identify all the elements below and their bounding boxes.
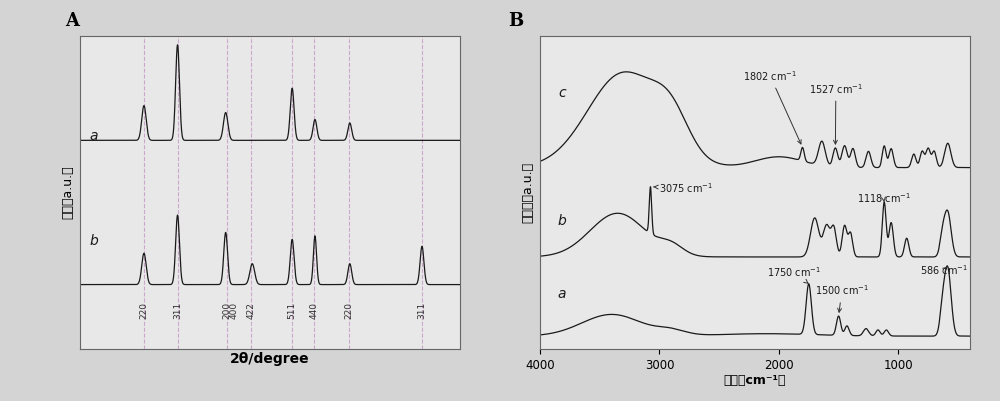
Text: 400: 400 [230,302,239,319]
Text: 511: 511 [287,302,296,319]
Text: 3075 cm$^{-1}$: 3075 cm$^{-1}$ [654,181,714,195]
Text: 586 cm$^{-1}$: 586 cm$^{-1}$ [920,263,968,277]
Text: 220: 220 [345,302,354,319]
Text: a: a [90,130,98,143]
Y-axis label: 强度（a.u.）: 强度（a.u.） [61,166,74,219]
Text: 200: 200 [222,302,231,319]
X-axis label: 波数（cm⁻¹）: 波数（cm⁻¹） [724,375,786,387]
Text: 220: 220 [139,302,148,319]
X-axis label: 2θ/degree: 2θ/degree [230,352,310,366]
Text: 311: 311 [173,302,182,319]
Text: a: a [558,287,566,301]
Text: b: b [90,234,98,247]
Text: 1750 cm$^{-1}$: 1750 cm$^{-1}$ [767,265,821,284]
Text: B: B [508,12,523,30]
Text: b: b [558,214,567,228]
Text: A: A [65,12,79,30]
Y-axis label: 吸光値（a.u.）: 吸光値（a.u.） [521,162,534,223]
Text: c: c [558,86,566,100]
Text: 1802 cm$^{-1}$: 1802 cm$^{-1}$ [743,69,801,144]
Text: 440: 440 [310,302,319,319]
Text: 422: 422 [246,302,255,319]
Text: 1527 cm$^{-1}$: 1527 cm$^{-1}$ [809,82,863,144]
Text: 1500 cm$^{-1}$: 1500 cm$^{-1}$ [815,284,869,312]
Text: 311: 311 [418,302,426,319]
Text: 1118 cm$^{-1}$: 1118 cm$^{-1}$ [857,192,911,205]
